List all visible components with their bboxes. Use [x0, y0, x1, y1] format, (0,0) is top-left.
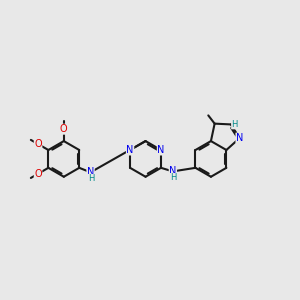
Text: N: N [87, 167, 94, 177]
Text: N: N [126, 145, 134, 155]
Text: O: O [34, 139, 42, 149]
Text: N: N [236, 133, 243, 143]
Text: H: H [88, 174, 94, 183]
Text: H: H [232, 120, 238, 129]
Text: O: O [60, 124, 68, 134]
Text: H: H [170, 173, 176, 182]
Text: O: O [34, 169, 42, 179]
Text: N: N [169, 167, 177, 176]
Text: N: N [157, 145, 165, 155]
